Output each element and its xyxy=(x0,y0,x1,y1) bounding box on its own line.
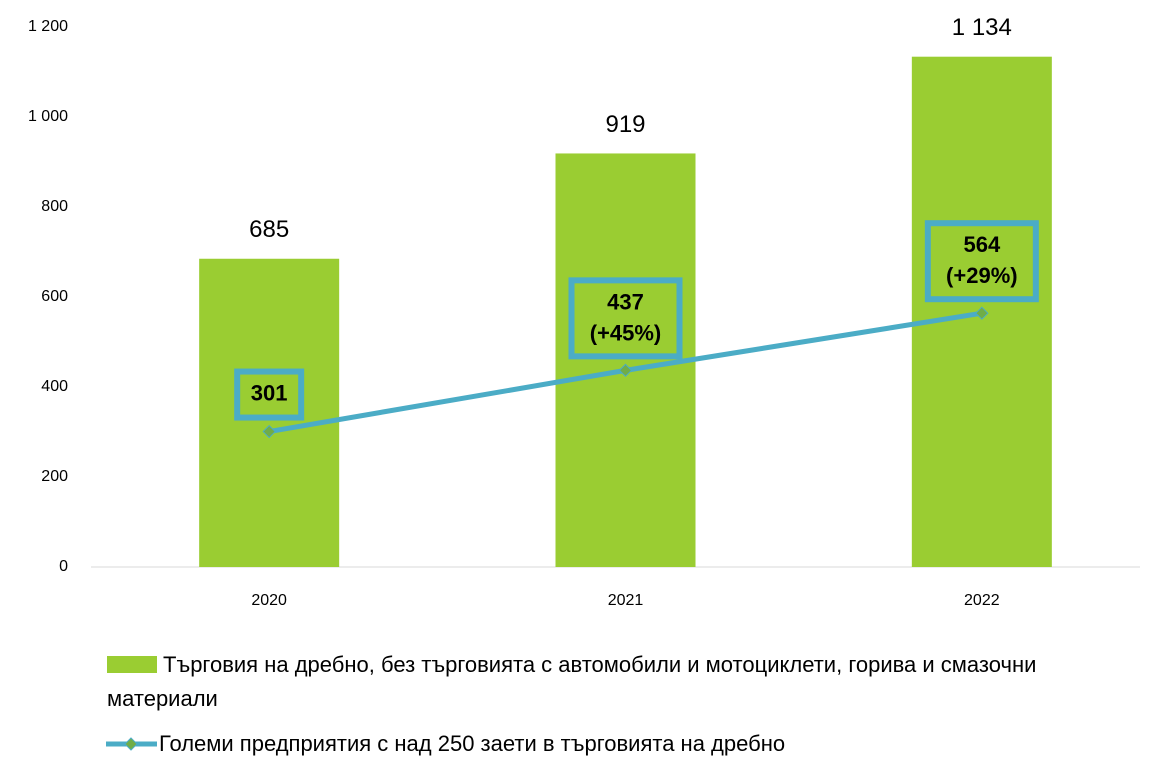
x-tick-label: 2021 xyxy=(608,592,644,609)
line-marker xyxy=(618,363,633,378)
y-tick-label: 600 xyxy=(41,288,68,305)
y-tick-label: 1 000 xyxy=(28,108,68,125)
legend-bar: Търговия на дребно, без търговията с авт… xyxy=(107,648,1107,716)
line-marker xyxy=(975,306,989,320)
legend-swatch xyxy=(107,656,157,673)
bar xyxy=(555,153,696,567)
legend-line: Големи предприятия с над 250 заети в тър… xyxy=(104,727,1154,761)
y-tick-label: 400 xyxy=(41,378,68,395)
line-value-label: 301 xyxy=(251,380,288,405)
bar-value-label: 1 134 xyxy=(952,14,1012,41)
y-tick-label: 800 xyxy=(41,198,68,215)
y-tick-label: 0 xyxy=(59,558,68,575)
line-value-label: 564 (+29%) xyxy=(946,232,1018,288)
value-label-box xyxy=(568,277,683,360)
legend-label: Търговия на дребно, без търговията с авт… xyxy=(107,652,1037,711)
value-label-box xyxy=(924,220,1039,303)
bar-value-label: 685 xyxy=(249,216,289,243)
line-value-label: 437 (+45%) xyxy=(590,289,662,345)
bar xyxy=(199,258,340,567)
value-label-box xyxy=(234,368,305,421)
legend-line-icon xyxy=(106,737,157,751)
legend-marker xyxy=(124,737,138,751)
y-tick-label: 1 200 xyxy=(28,18,68,35)
line-marker xyxy=(262,424,276,439)
x-tick-label: 2020 xyxy=(251,592,287,609)
bar-value-label: 919 xyxy=(605,111,645,138)
y-tick-label: 200 xyxy=(41,468,68,485)
x-tick-label: 2022 xyxy=(964,592,1000,609)
legend-label: Големи предприятия с над 250 заети в тър… xyxy=(159,731,786,756)
